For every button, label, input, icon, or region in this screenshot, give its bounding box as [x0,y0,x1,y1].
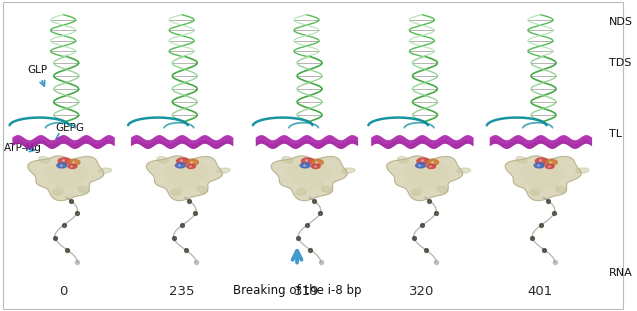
Circle shape [417,158,429,164]
Ellipse shape [555,186,566,193]
Circle shape [545,164,554,169]
Polygon shape [402,164,448,191]
Polygon shape [28,156,104,201]
Circle shape [57,163,67,168]
Circle shape [187,160,199,165]
Circle shape [175,163,185,168]
Text: ATP-Mg: ATP-Mg [4,143,41,153]
Ellipse shape [217,168,230,173]
Ellipse shape [98,168,111,173]
Ellipse shape [282,156,293,163]
Text: RNA: RNA [609,268,633,278]
Text: Breaking of the i-8 bp: Breaking of the i-8 bp [233,284,361,297]
Text: 0: 0 [59,285,68,298]
Text: GEPG: GEPG [55,123,85,139]
Circle shape [312,160,324,165]
Ellipse shape [171,188,182,195]
Text: 319: 319 [294,285,319,298]
Circle shape [187,164,196,169]
Polygon shape [387,156,462,201]
Ellipse shape [397,156,408,163]
Ellipse shape [78,186,89,193]
Text: TL: TL [609,129,622,139]
Ellipse shape [576,168,589,173]
Text: 235: 235 [169,285,194,298]
Text: 401: 401 [528,285,553,298]
Polygon shape [147,156,222,201]
Polygon shape [520,164,566,191]
Circle shape [69,160,80,165]
Ellipse shape [197,186,208,193]
Text: NDS: NDS [609,17,633,27]
Ellipse shape [39,156,50,163]
Polygon shape [505,156,582,201]
Circle shape [58,158,71,164]
Ellipse shape [53,188,63,195]
Circle shape [415,163,426,168]
Circle shape [300,163,310,168]
Text: TDS: TDS [609,58,631,67]
Polygon shape [271,156,347,201]
Ellipse shape [530,188,540,195]
Circle shape [68,164,77,169]
Polygon shape [162,164,208,191]
Ellipse shape [157,156,168,163]
Ellipse shape [516,156,527,163]
Circle shape [427,160,439,165]
Circle shape [301,158,314,164]
Ellipse shape [341,168,355,173]
Polygon shape [43,164,89,191]
Polygon shape [287,164,333,191]
Circle shape [427,164,436,169]
Ellipse shape [457,168,471,173]
Circle shape [546,160,557,165]
Ellipse shape [437,186,448,193]
Ellipse shape [412,188,422,195]
Ellipse shape [296,188,306,195]
Circle shape [536,158,548,164]
Circle shape [534,163,544,168]
Ellipse shape [322,186,333,193]
Circle shape [311,164,320,169]
Text: 320: 320 [409,285,434,298]
Circle shape [176,158,189,164]
Text: GLP: GLP [27,65,48,86]
